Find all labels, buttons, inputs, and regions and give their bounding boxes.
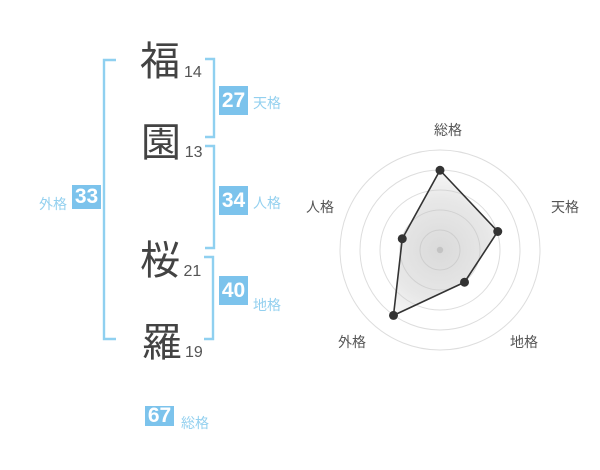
svg-text:地格: 地格: [510, 332, 538, 352]
svg-text:総格: 総格: [434, 120, 462, 140]
svg-text:外格: 外格: [338, 332, 366, 352]
svg-text:天格: 天格: [551, 197, 579, 217]
svg-text:人格: 人格: [306, 197, 334, 217]
